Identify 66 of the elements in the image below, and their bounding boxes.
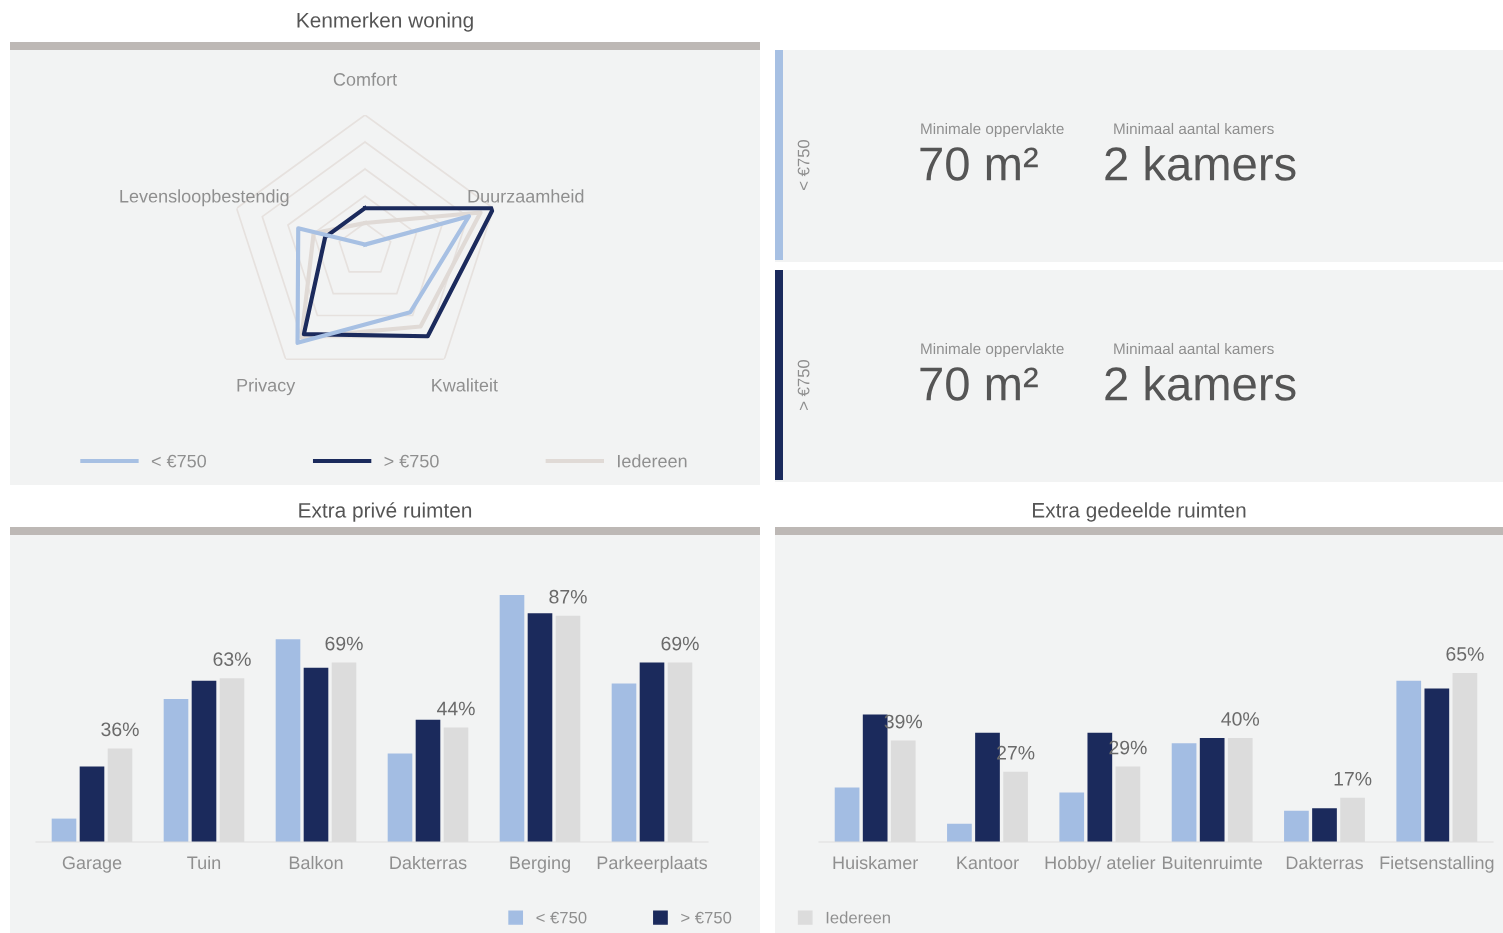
x-tick-label: Balkon: [289, 855, 343, 870]
x-tick-label: Huiskamer: [833, 855, 919, 870]
legend-label: Iedereen: [618, 454, 687, 468]
chart-title: Kenmerken woning: [297, 12, 473, 32]
spoke-label: Duurzaamheid: [468, 189, 584, 203]
x-tick-label: Garage: [62, 856, 122, 873]
bar: [1199, 738, 1225, 842]
x-tick-label: Kantoor: [957, 856, 1019, 870]
bar: [611, 683, 637, 842]
text: Minimale oppervlakte: [921, 342, 1064, 358]
bar: [1284, 810, 1309, 842]
bar: [1396, 680, 1422, 842]
spoke-label: Kwaliteit: [432, 378, 498, 392]
data-label: 69%: [325, 636, 363, 651]
bar: [191, 680, 217, 842]
legend-label: > €750: [681, 911, 732, 924]
text: < €750: [797, 139, 810, 190]
text: Minimaal aantal kamers: [1114, 122, 1274, 135]
x-tick-label: Berging: [510, 855, 570, 873]
text: 2 kamers: [1105, 145, 1296, 181]
legend-label: > €750: [384, 454, 439, 468]
spoke-label: Privacy: [237, 378, 296, 396]
x-tick-label: Dakterras: [390, 855, 467, 870]
x-tick-label: Tuin: [187, 855, 221, 870]
legend-label: Iedereen: [826, 911, 890, 924]
data-label: 17%: [1334, 771, 1372, 786]
bar: [303, 667, 329, 842]
bar: [415, 719, 441, 842]
text: 70 m²: [920, 147, 1038, 181]
bar: [51, 818, 77, 842]
x-tick-label: Hobby/ atelier: [1045, 855, 1156, 873]
data-label: 36%: [101, 722, 139, 737]
x-tick-label: Dakterras: [1286, 855, 1363, 870]
data-label: 65%: [1446, 647, 1484, 661]
bar: [1312, 808, 1337, 842]
bar: [1424, 688, 1450, 842]
data-label: 87%: [549, 589, 587, 604]
bar: [527, 613, 553, 842]
chart-title: Extra privé ruimten: [299, 502, 472, 522]
text: Minimale oppervlakte: [921, 122, 1064, 138]
spoke-label: Comfort: [333, 72, 397, 86]
bar: [834, 787, 860, 842]
bar: [499, 595, 525, 842]
text: 70 m²: [920, 367, 1038, 401]
spoke-label: Levensloopbestendig: [120, 189, 289, 207]
data-label: 69%: [661, 636, 699, 651]
bar: [275, 639, 301, 842]
x-tick-label: Buitenruimte: [1162, 855, 1263, 870]
x-tick-label: Parkeerplaats: [597, 855, 708, 873]
text: > €750: [797, 359, 810, 410]
x-tick-label: Fietsenstalling: [1380, 855, 1494, 873]
chart-title: Extra gedeelde ruimten: [1033, 502, 1246, 522]
text: Minimaal aantal kamers: [1114, 342, 1274, 355]
text: 2 kamers: [1105, 365, 1296, 401]
legend-label: < €750: [151, 454, 207, 468]
data-label: 63%: [213, 652, 251, 667]
bar: [947, 823, 972, 842]
bar: [79, 766, 105, 842]
bar: [1059, 792, 1085, 842]
data-label: 40%: [1221, 712, 1260, 726]
bar: [163, 699, 189, 842]
legend-label: < €750: [536, 911, 587, 924]
data-label: 44%: [436, 701, 475, 716]
bar: [1171, 743, 1197, 842]
bar: [387, 753, 413, 842]
bar: [639, 662, 665, 842]
